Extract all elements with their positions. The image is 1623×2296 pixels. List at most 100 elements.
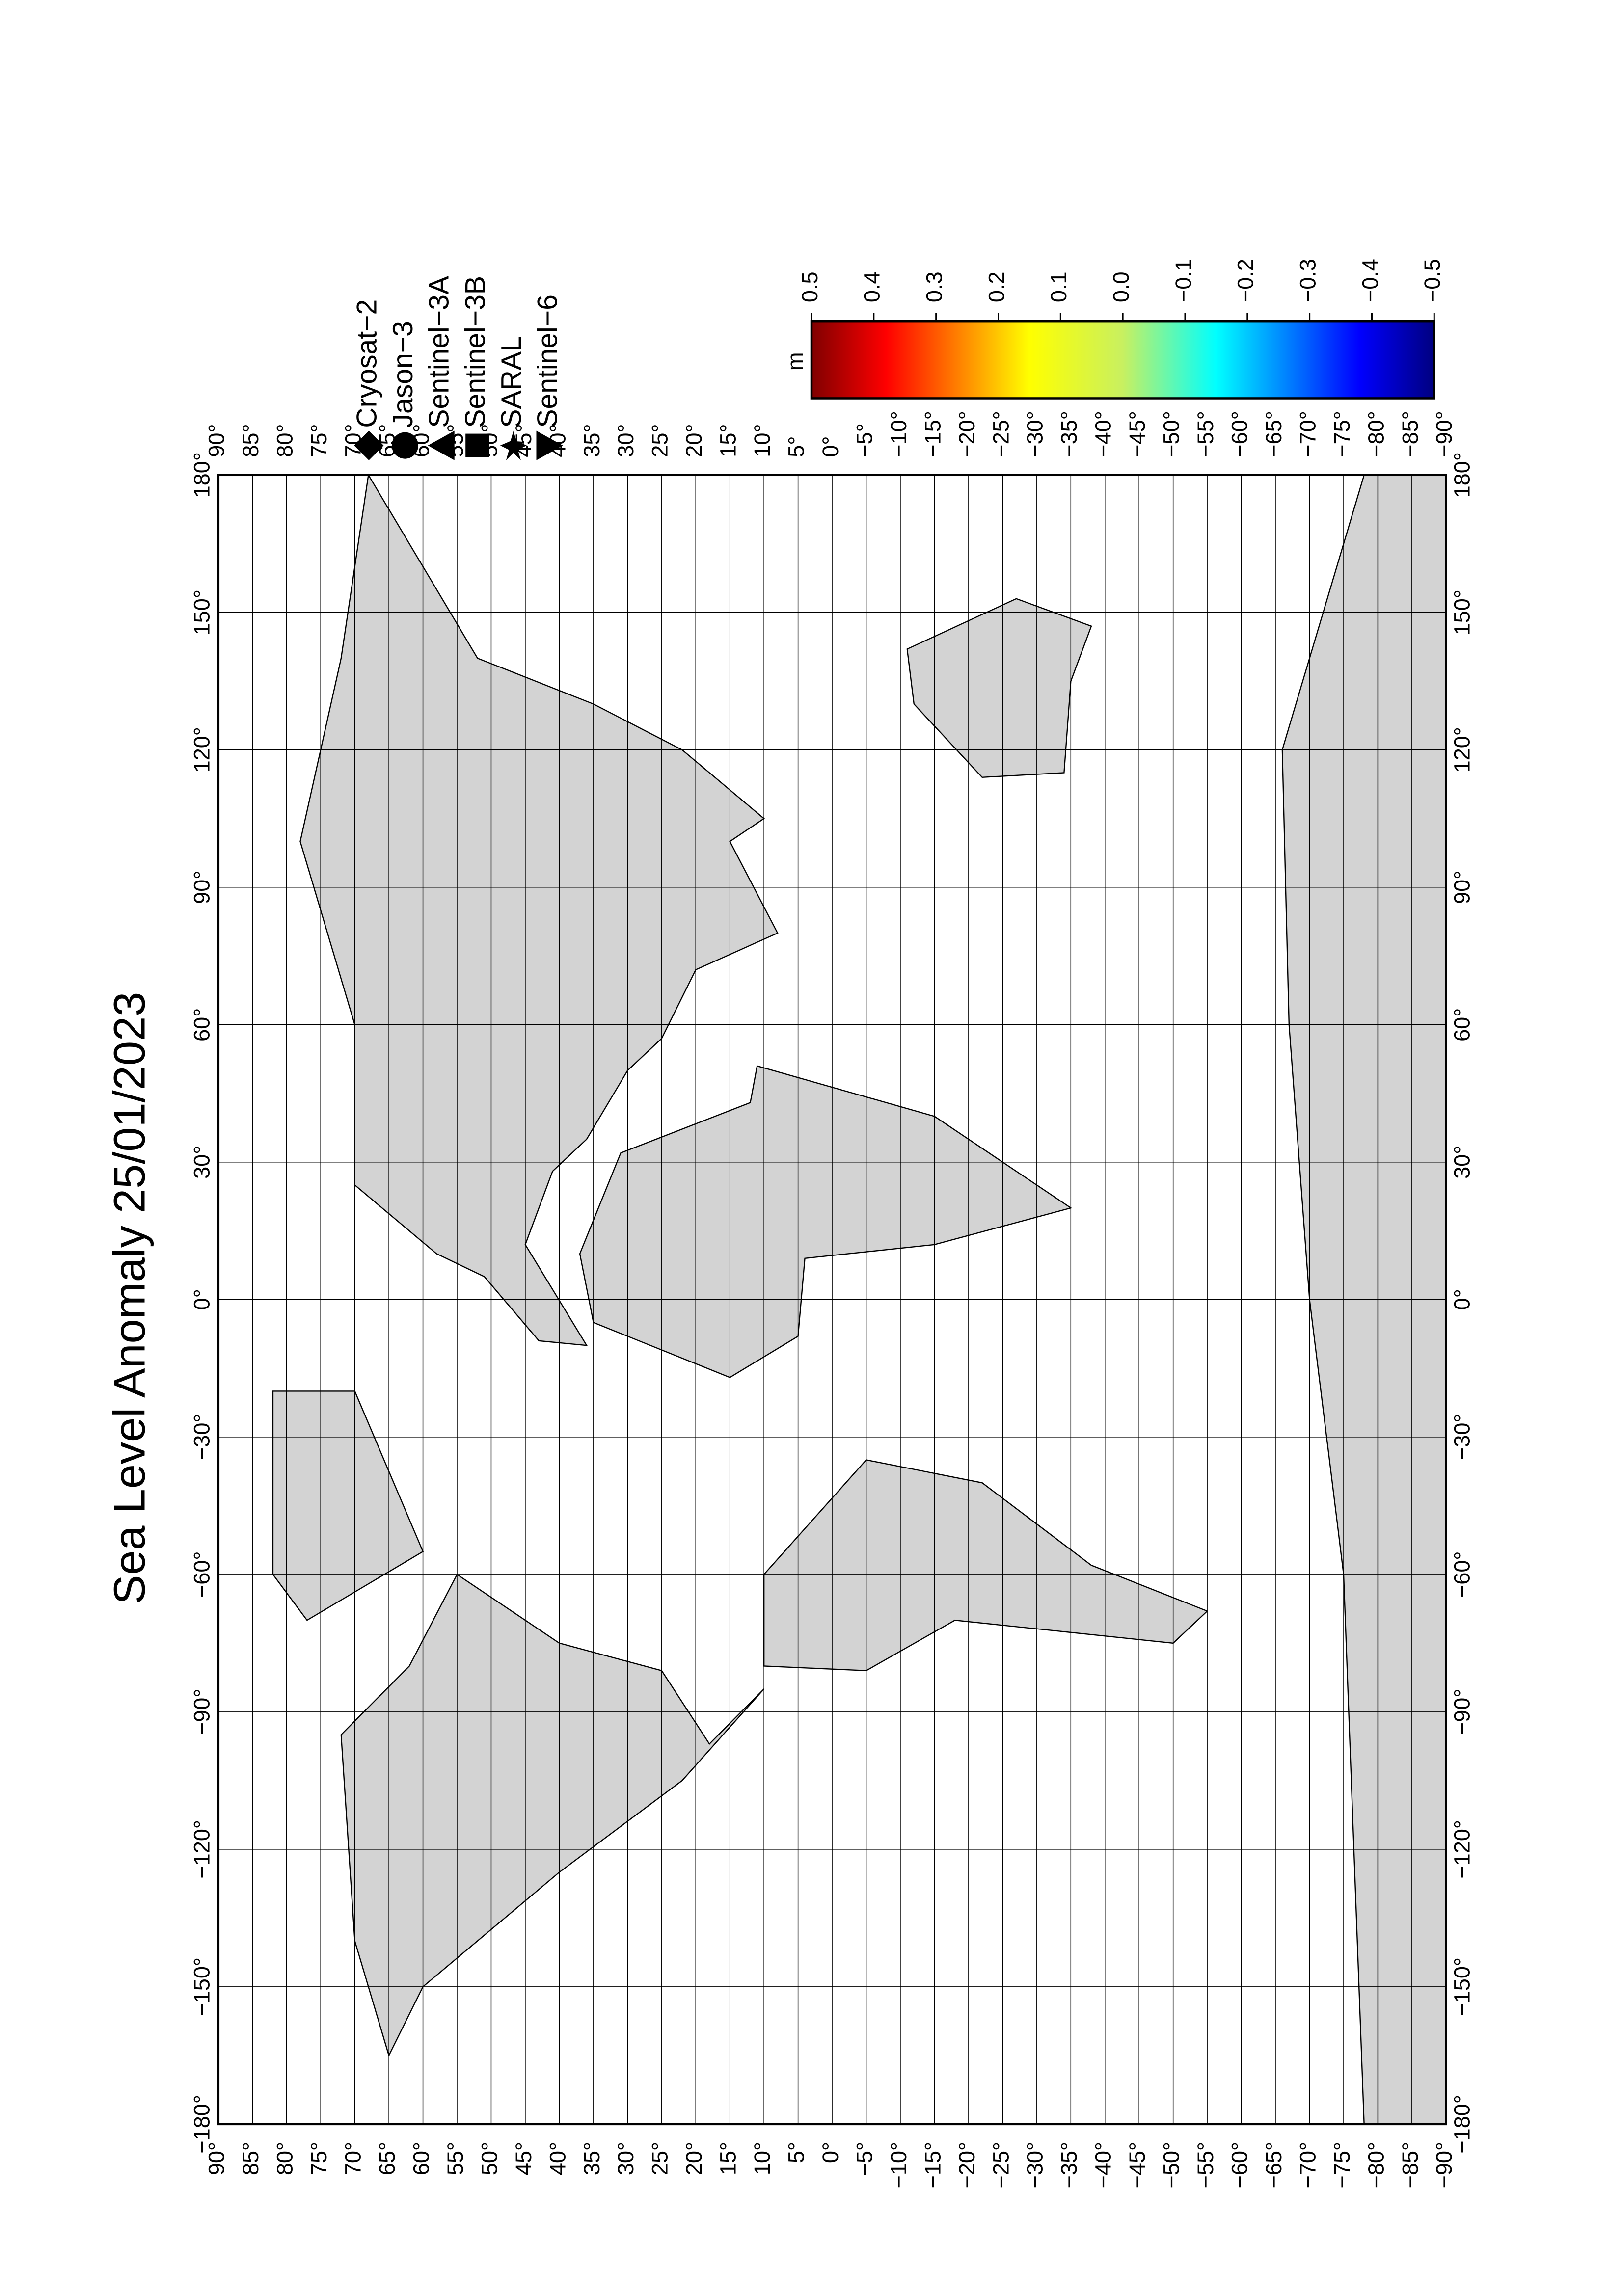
graticule (218, 475, 1447, 2125)
lat-tick-label: −45° (1125, 2142, 1150, 2189)
lat-tick-label: −45° (1125, 411, 1150, 457)
colorbar-tick-label: 0.4 (860, 271, 885, 302)
lat-tick-label: −85° (1398, 2142, 1423, 2189)
lat-tick-label: −10° (886, 2142, 911, 2189)
lat-tick-label: 15° (716, 2142, 741, 2175)
land-mass (272, 1390, 424, 1621)
lat-tick-label: 80° (272, 2142, 298, 2175)
lat-tick-label: −50° (1159, 411, 1184, 457)
lon-tick-label: −60° (1449, 1551, 1474, 1598)
colorbar-tick-label: −0.3 (1296, 259, 1321, 302)
lon-tick-label: 90° (1449, 871, 1474, 904)
lat-tick-label: −40° (1091, 411, 1116, 457)
legend-symbol (428, 430, 455, 460)
lat-tick-label: −55° (1193, 2142, 1218, 2189)
legend-symbol (391, 432, 419, 459)
lat-tick-label: −20° (954, 411, 979, 457)
lat-tick-label: 60° (408, 2142, 433, 2175)
lat-tick-label: 30° (613, 2142, 638, 2175)
lat-tick-label: 85° (238, 424, 263, 457)
lon-tick-label: 60° (1449, 1008, 1474, 1041)
lon-tick-label: 90° (189, 871, 215, 904)
lon-tick-label: 0° (189, 1289, 215, 1310)
lat-tick-label: −60° (1227, 2142, 1252, 2189)
map-title: Sea Level Anomaly 25/01/2023 (105, 992, 154, 1604)
lat-tick-label: 75° (306, 2142, 331, 2175)
lat-tick-label: 15° (716, 424, 741, 457)
lat-tick-label: −5° (852, 423, 877, 457)
land-mass (340, 1574, 765, 2057)
land-mass (579, 1065, 1073, 1378)
lon-tick-label: −120° (1449, 1820, 1474, 1879)
lat-tick-label: −30° (1023, 411, 1048, 457)
lat-tick-label: 85° (238, 2142, 263, 2175)
lat-tick-label: −70° (1295, 411, 1320, 457)
legend-symbol (536, 430, 563, 460)
lat-tick-label: 25° (648, 2142, 673, 2175)
lat-tick-label: −25° (988, 2142, 1013, 2189)
lon-tick-label: 60° (189, 1008, 215, 1041)
lat-tick-label: −65° (1261, 2142, 1286, 2189)
colorbar-tick-label: 0.3 (922, 271, 947, 302)
land-mass (763, 1459, 1209, 1672)
colorbar-tick-label: −0.2 (1233, 259, 1258, 302)
lon-tick-label: −150° (1449, 1957, 1474, 2016)
legend-symbol (465, 433, 489, 457)
lat-tick-label: −75° (1329, 411, 1354, 457)
lat-tick-label: 20° (681, 2142, 706, 2175)
lat-tick-label: 10° (750, 2142, 775, 2175)
lat-tick-label: −90° (1432, 2142, 1457, 2189)
lon-tick-label: −30° (1449, 1414, 1474, 1461)
lat-tick-label: −65° (1261, 411, 1286, 457)
lon-tick-label: 150° (189, 589, 215, 635)
lat-tick-label: −5° (852, 2142, 877, 2176)
lat-tick-label: 75° (306, 424, 331, 457)
lat-tick-label: −30° (1023, 2142, 1048, 2189)
lon-tick-label: −30° (189, 1414, 215, 1461)
lat-tick-label: −15° (920, 411, 945, 457)
lat-tick-label: 65° (375, 2142, 400, 2175)
lat-tick-label: −80° (1363, 2142, 1388, 2189)
legend-label: Sentinel−6 (532, 294, 564, 427)
lat-tick-label: 50° (477, 2142, 502, 2175)
lat-tick-label: −90° (1432, 411, 1457, 457)
legend-label: Sentinel−3A (424, 276, 455, 427)
lon-tick-label: 180° (1449, 452, 1474, 498)
lon-tick-label: −90° (1449, 1689, 1474, 1735)
colorbar-tick-label: 0.5 (797, 271, 822, 302)
lat-tick-label: −35° (1056, 2142, 1082, 2189)
lat-tick-label: 0° (818, 436, 843, 457)
colorbar-tick-label: −0.4 (1357, 259, 1382, 302)
legend-label: Cryosat−2 (351, 299, 382, 428)
lat-tick-label: 45° (511, 2142, 536, 2175)
lat-tick-label: 35° (579, 424, 604, 457)
colorbar-tick-label: 0.2 (984, 271, 1009, 302)
colorbar-tick-label: 0.1 (1046, 271, 1071, 302)
lat-tick-label: 10° (750, 424, 775, 457)
lat-tick-label: −75° (1329, 2142, 1354, 2189)
lat-tick-label: −85° (1398, 411, 1423, 457)
lon-tick-label: 120° (1449, 727, 1474, 773)
legend-label: SARAL (496, 336, 527, 427)
lat-tick-label: −20° (954, 2142, 979, 2189)
lon-tick-label: 180° (189, 452, 215, 498)
colorbar-tick-label: −0.5 (1420, 259, 1445, 302)
lat-tick-label: −15° (920, 2142, 945, 2189)
lat-tick-label: 35° (579, 2142, 604, 2175)
colorbar (810, 320, 1435, 400)
lon-tick-label: −180° (189, 2095, 215, 2154)
lon-tick-label: 30° (1449, 1146, 1474, 1179)
lat-tick-label: −55° (1193, 411, 1218, 457)
lat-tick-label: −35° (1056, 411, 1082, 457)
lat-tick-label: −40° (1091, 2142, 1116, 2189)
lat-tick-label: 55° (443, 2142, 468, 2175)
lat-tick-label: 25° (648, 424, 673, 457)
colorbar-label: m (783, 352, 808, 371)
map-frame (217, 474, 1447, 2126)
lon-tick-label: 150° (1449, 589, 1474, 635)
lat-tick-label: 30° (613, 424, 638, 457)
lat-tick-label: −60° (1227, 411, 1252, 457)
lon-tick-label: 0° (1449, 1289, 1474, 1310)
